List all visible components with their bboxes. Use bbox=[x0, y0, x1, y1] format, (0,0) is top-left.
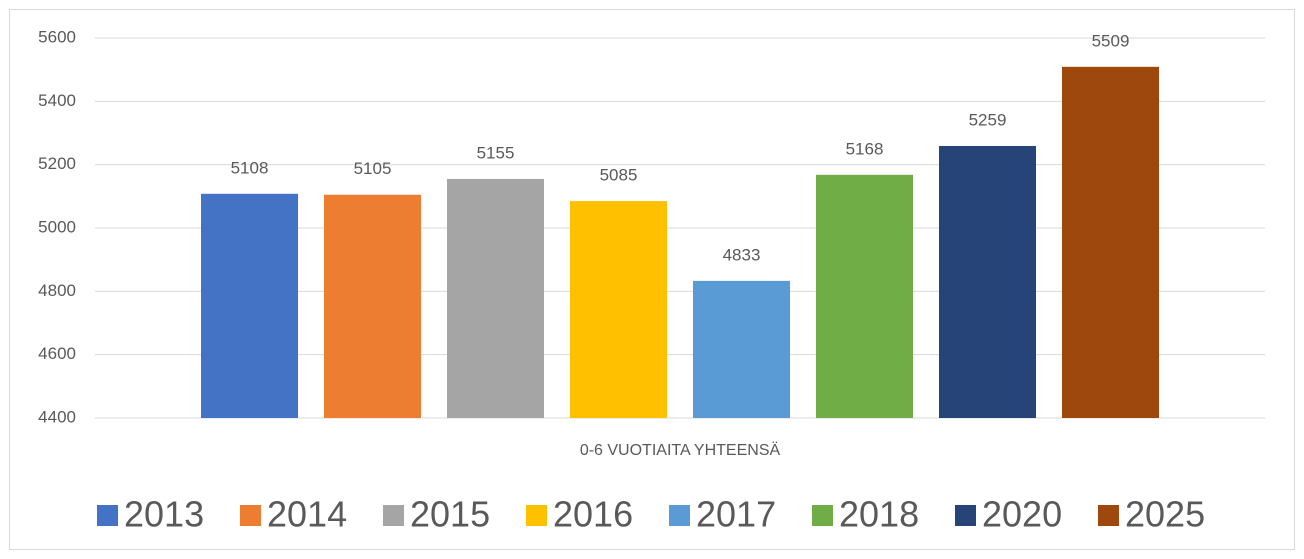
bar bbox=[570, 201, 667, 418]
y-tick-label: 5000 bbox=[38, 217, 76, 236]
legend-swatch bbox=[955, 505, 976, 526]
legend-swatch bbox=[812, 505, 833, 526]
data-label: 5085 bbox=[600, 166, 638, 185]
x-tick-label: 0-6 VUOTIAITA YHTEENSÄ bbox=[580, 441, 781, 459]
y-tick-label: 5400 bbox=[38, 91, 76, 110]
bar bbox=[1062, 66, 1159, 419]
y-tick-label: 5200 bbox=[38, 154, 76, 173]
legend-label: 2015 bbox=[410, 494, 490, 535]
legend-swatch bbox=[526, 505, 547, 526]
legend-label: 2020 bbox=[982, 494, 1062, 535]
legend-label: 2018 bbox=[839, 494, 919, 535]
y-tick-label: 4400 bbox=[38, 407, 76, 426]
bar bbox=[447, 178, 544, 418]
legend-label: 2025 bbox=[1125, 494, 1205, 535]
legend-swatch bbox=[240, 505, 261, 526]
data-label: 5168 bbox=[846, 139, 884, 158]
bar bbox=[201, 193, 298, 418]
data-label: 5108 bbox=[231, 158, 269, 177]
legend-swatch bbox=[669, 505, 690, 526]
bar bbox=[693, 280, 790, 418]
y-tick-label: 4800 bbox=[38, 281, 76, 300]
legend-label: 2014 bbox=[267, 494, 347, 535]
data-label: 5509 bbox=[1092, 31, 1130, 50]
bar bbox=[939, 145, 1036, 418]
legend-label: 2017 bbox=[696, 494, 776, 535]
y-tick-label: 4600 bbox=[38, 344, 76, 363]
legend-label: 2016 bbox=[553, 494, 633, 535]
legend-swatch bbox=[383, 505, 404, 526]
legend-swatch bbox=[97, 505, 118, 526]
data-label: 5259 bbox=[969, 110, 1007, 129]
legend-swatch bbox=[1098, 505, 1119, 526]
legend-label: 2013 bbox=[124, 494, 204, 535]
data-label: 4833 bbox=[723, 245, 761, 264]
data-label: 5155 bbox=[477, 143, 515, 162]
y-tick-label: 5600 bbox=[38, 27, 76, 46]
bar bbox=[816, 174, 913, 418]
bar bbox=[324, 194, 421, 418]
data-label: 5105 bbox=[354, 159, 392, 178]
